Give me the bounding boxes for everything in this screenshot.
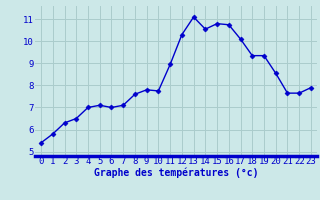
X-axis label: Graphe des températures (°c): Graphe des températures (°c): [94, 168, 258, 178]
